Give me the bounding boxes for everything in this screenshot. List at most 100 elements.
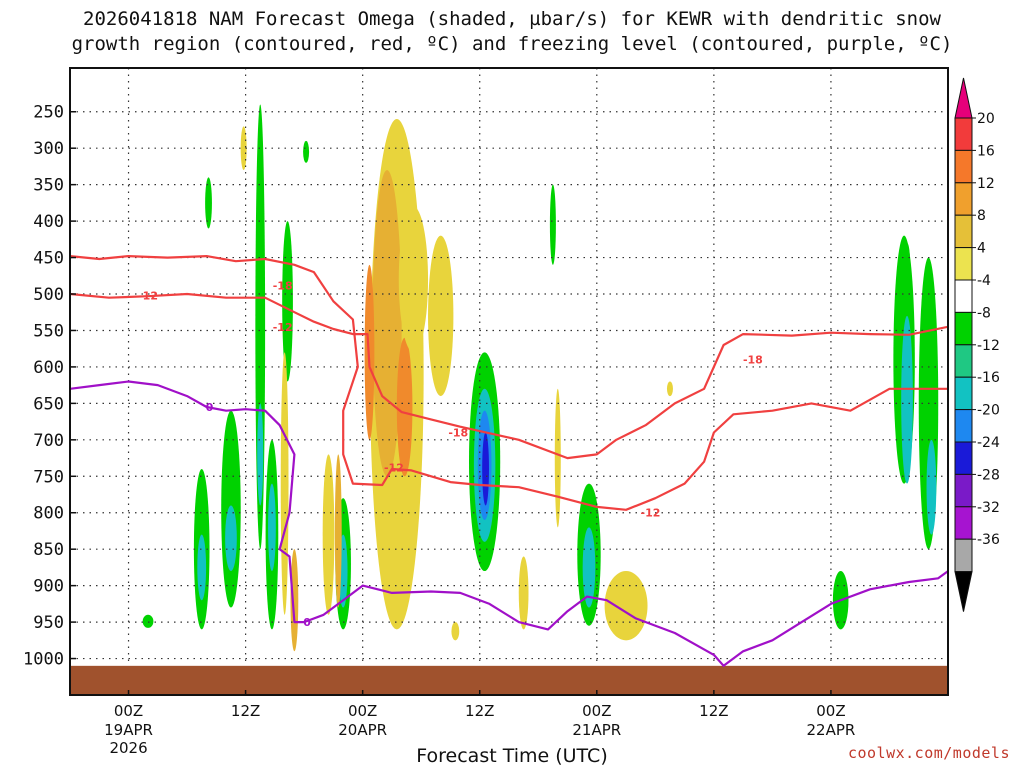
y-tick-label-250: 250 <box>33 103 64 123</box>
omega-cell-7 <box>197 534 207 601</box>
chart-title-line-1: 2026041818 NAM Forecast Omega (shaded, µ… <box>83 8 941 30</box>
y-tick-label-550: 550 <box>33 321 64 341</box>
contour-label-layer: -18 -12 -12 -12 -18 -12 -18 0 0 <box>138 279 763 629</box>
omega-cell-34 <box>280 352 289 615</box>
colorbar-segment-bottom <box>954 571 973 612</box>
colorbar-label-13: -36 <box>977 532 1000 548</box>
omega-cell-28 <box>372 170 402 477</box>
y-tick-label-400: 400 <box>33 212 64 232</box>
colorbar-label-4: 4 <box>977 241 986 257</box>
colorbar-segment-7 <box>954 344 973 378</box>
colorbar-segment-4 <box>954 247 973 281</box>
omega-cell-10 <box>282 221 293 382</box>
y-tick-label-750: 750 <box>33 467 64 487</box>
y-tick-label-500: 500 <box>33 285 64 305</box>
y-tick-label-850: 850 <box>33 540 64 560</box>
omega-cell-1 <box>257 403 264 506</box>
y-tick-label-950: 950 <box>33 613 64 633</box>
y-tick-label-700: 700 <box>33 431 64 451</box>
omega-cell-32 <box>428 235 454 397</box>
omega-cell-36 <box>334 454 342 608</box>
colorbar-segment-12 <box>954 506 973 540</box>
omega-cell-38 <box>554 388 561 528</box>
y-tick-label-900: 900 <box>33 577 64 597</box>
colorbar-segment-6 <box>954 311 973 346</box>
contour-label-6: -18 <box>743 354 763 367</box>
x-tick-label-0: 00Z <box>114 702 143 720</box>
colorbar-label-3: 8 <box>977 208 986 224</box>
colorbar-label-12: -32 <box>977 500 1000 516</box>
colorbar-label-1: 16 <box>977 143 995 159</box>
y-tick-label-800: 800 <box>33 504 64 524</box>
colorbar-segment-11 <box>954 473 973 508</box>
x-tick-label-72: 00Z <box>816 702 845 720</box>
colorbar-label-8: -16 <box>977 370 1000 386</box>
colorbar: 20 16 12 8 4 -4 -8 -12 -16 -20 -24 -28 -32 -36 <box>954 77 1000 612</box>
colorbar-segment-13 <box>954 538 973 573</box>
colorbar-segment-3 <box>954 214 973 249</box>
x-tick-label-36: 12Z <box>465 702 494 720</box>
y-tick-label-1000: 1000 <box>23 650 64 670</box>
contour-label-0: -18 <box>273 279 293 292</box>
colorbar-segment-2 <box>954 182 973 216</box>
x-date-label-72: 22APR <box>807 721 856 739</box>
omega-cell-29 <box>396 337 413 477</box>
colorbar-label-2: 12 <box>977 176 995 192</box>
colorbar-label-0: 20 <box>977 111 995 127</box>
omega-shading-layer <box>142 104 939 652</box>
x-date-label-0: 19APR <box>104 721 153 739</box>
omega-cell-24 <box>926 439 937 535</box>
colorbar-segment-5 <box>954 279 973 313</box>
omega-cell-8 <box>142 614 154 628</box>
omega-cell-31 <box>398 206 429 353</box>
omega-cell-40 <box>451 622 460 641</box>
omega-cell-33 <box>322 454 335 615</box>
contour-line-1 <box>70 255 948 511</box>
contour-label-1: -12 <box>273 321 293 334</box>
x-tick-label-12: 12Z <box>231 702 260 720</box>
ground-layer <box>70 665 948 695</box>
colorbar-label-7: -12 <box>977 338 1000 354</box>
colorbar-segment-9 <box>954 409 973 443</box>
omega-cell-18 <box>482 432 490 506</box>
colorbar-segment-1 <box>954 149 973 184</box>
contour-line-3 <box>70 380 948 667</box>
omega-cell-25 <box>904 242 911 280</box>
colorbar-label-5: -4 <box>977 273 991 289</box>
x-date-label-48: 21APR <box>572 721 621 739</box>
contour-layer <box>70 255 948 667</box>
y-tick-label-650: 650 <box>33 394 64 414</box>
contour-label-5: -12 <box>641 507 661 520</box>
omega-cell-41 <box>549 184 556 265</box>
grid-layer <box>70 68 948 695</box>
colorbar-segment-8 <box>954 376 973 411</box>
colorbar-segment-top <box>954 77 973 119</box>
omega-cell-39 <box>604 571 648 641</box>
y-tick-label-350: 350 <box>33 176 64 196</box>
x-tick-label-60: 12Z <box>699 702 728 720</box>
omega-cell-9 <box>205 177 212 229</box>
y-axis: 250 300 350 400 450 500 550 600 650 700 750 800 850 9… <box>23 103 76 670</box>
ground-surface <box>70 665 948 695</box>
omega-cell-5 <box>225 505 237 572</box>
contour-line-0 <box>70 292 948 460</box>
contour-label-3: -12 <box>384 462 404 475</box>
colorbar-label-9: -20 <box>977 403 1000 419</box>
y-tick-label-600: 600 <box>33 358 64 378</box>
contour-label-2: -12 <box>138 289 158 302</box>
credit-text: coolwx.com/models <box>847 744 1010 762</box>
y-tick-label-450: 450 <box>33 249 64 269</box>
contour-label-7: 0 <box>206 401 214 414</box>
colorbar-label-10: -24 <box>977 435 1000 451</box>
colorbar-segment-10 <box>954 441 973 475</box>
omega-cell-37 <box>518 556 529 630</box>
chart-title-line-2: growth region (contoured, red, ºC) and f… <box>71 33 953 55</box>
x-tick-label-48: 00Z <box>582 702 611 720</box>
omega-cell-35 <box>290 549 299 652</box>
colorbar-segment-0 <box>954 117 973 151</box>
x-tick-label-24: 00Z <box>348 702 377 720</box>
colorbar-label-11: -28 <box>977 467 1000 483</box>
contour-label-8: 0 <box>303 616 311 629</box>
